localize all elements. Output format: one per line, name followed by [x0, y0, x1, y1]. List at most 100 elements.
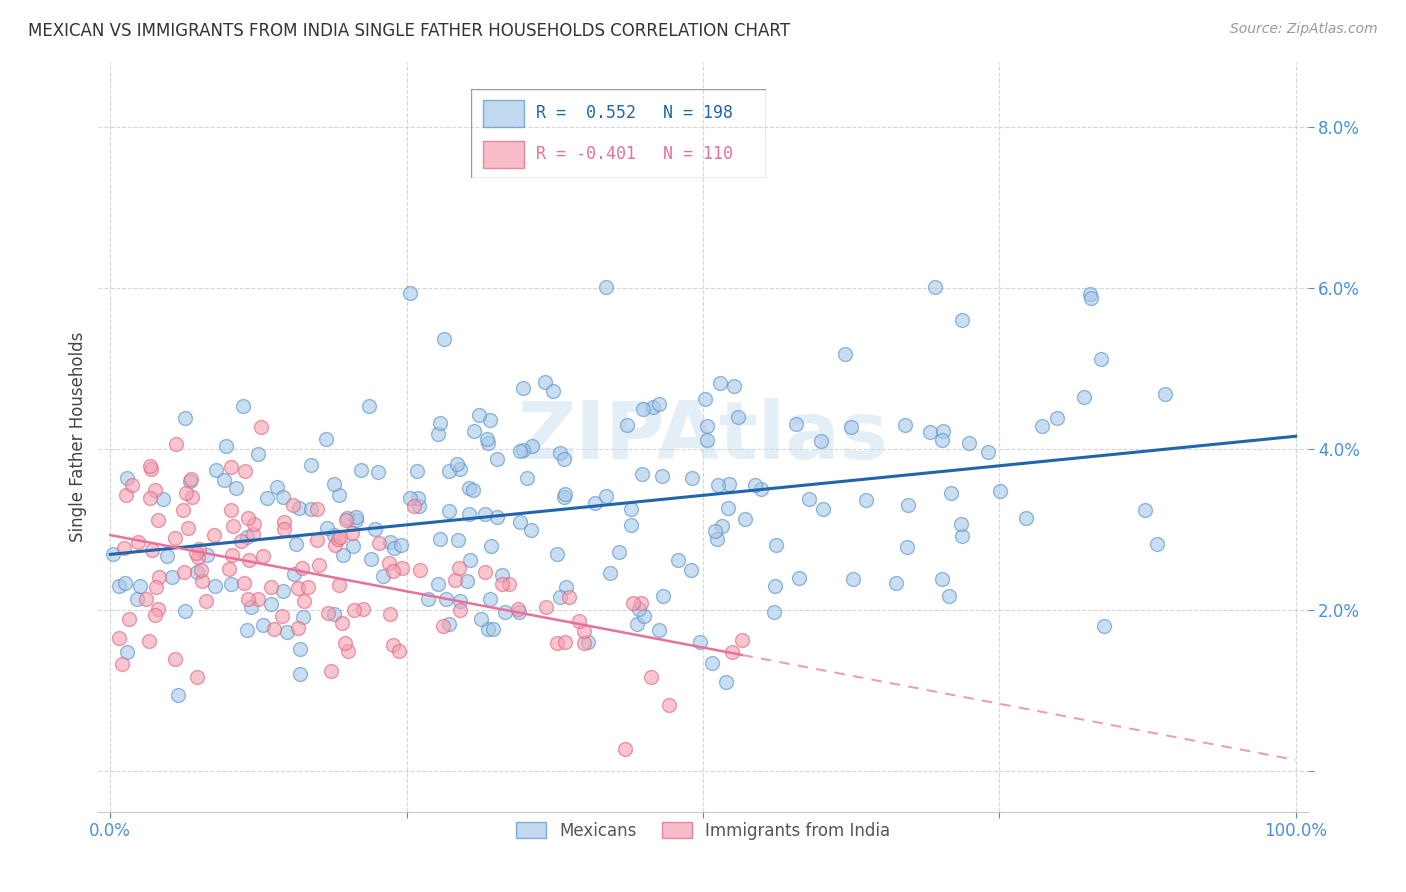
Point [205, 462, 228, 476]
Point [408, 563, 430, 577]
Point [326, 533, 349, 547]
Point [449, 462, 471, 476]
Point [121, 477, 143, 491]
Point [799, 492, 821, 507]
Point [259, 580, 281, 594]
Point [368, 536, 391, 550]
Point [118, 612, 141, 626]
Point [427, 576, 450, 591]
Point [152, 491, 174, 506]
Point [184, 546, 207, 560]
Point [950, 312, 973, 326]
Point [117, 645, 139, 659]
Point [718, 477, 741, 491]
Point [558, 591, 581, 605]
Point [520, 439, 543, 453]
Point [381, 564, 404, 578]
Point [811, 502, 834, 516]
Text: ZIPAtlas: ZIPAtlas [517, 398, 889, 476]
Point [225, 481, 247, 495]
Point [474, 565, 496, 579]
Point [509, 444, 531, 458]
Point [398, 491, 420, 505]
Point [299, 502, 322, 516]
Point [546, 547, 568, 561]
Point [214, 473, 236, 487]
Point [328, 488, 350, 502]
Point [322, 607, 344, 622]
Point [350, 463, 373, 477]
Text: Source: ZipAtlas.com: Source: ZipAtlas.com [1230, 22, 1378, 37]
Point [246, 592, 269, 607]
Point [146, 601, 169, 615]
Point [446, 457, 468, 471]
Point [204, 579, 226, 593]
Point [141, 542, 163, 557]
Point [344, 513, 367, 527]
Point [461, 483, 484, 497]
Point [173, 566, 195, 580]
Point [283, 498, 305, 512]
Point [271, 608, 294, 623]
Point [763, 579, 786, 593]
Point [706, 532, 728, 546]
Point [941, 486, 963, 500]
Bar [482, 141, 524, 168]
Point [834, 347, 856, 361]
Point [337, 644, 360, 658]
Point [475, 432, 498, 446]
Point [696, 433, 718, 447]
Point [360, 551, 382, 566]
Point [276, 625, 298, 640]
Point [896, 540, 918, 554]
Point [479, 413, 502, 427]
Point [744, 477, 766, 491]
Point [145, 580, 167, 594]
Point [470, 612, 492, 626]
Point [707, 478, 730, 492]
Point [165, 652, 187, 666]
Point [474, 507, 496, 521]
Point [765, 538, 787, 552]
Point [406, 491, 429, 505]
Point [893, 417, 915, 432]
Point [221, 502, 243, 516]
Point [292, 594, 315, 608]
Point [1080, 291, 1102, 305]
Point [439, 464, 461, 478]
Point [447, 533, 470, 547]
Point [290, 641, 312, 656]
Point [146, 513, 169, 527]
Point [174, 410, 197, 425]
Point [1146, 536, 1168, 550]
Point [950, 529, 973, 543]
Point [308, 558, 330, 573]
Point [924, 280, 946, 294]
Point [378, 556, 401, 570]
Point [957, 436, 980, 450]
Point [252, 549, 274, 564]
Point [842, 573, 865, 587]
Point [457, 507, 479, 521]
Point [449, 603, 471, 617]
Point [180, 472, 202, 486]
Point [238, 552, 260, 566]
Point [620, 501, 643, 516]
Point [695, 392, 717, 406]
Point [494, 605, 516, 619]
Point [180, 490, 202, 504]
Point [429, 532, 451, 546]
Point [283, 567, 305, 582]
Point [482, 622, 505, 636]
Point [107, 631, 129, 645]
Point [439, 504, 461, 518]
Point [371, 569, 394, 583]
Point [457, 481, 479, 495]
Point [160, 570, 183, 584]
Point [931, 433, 953, 447]
Point [319, 665, 342, 679]
Point [554, 487, 576, 501]
Legend: Mexicans, Immigrants from India: Mexicans, Immigrants from India [508, 814, 898, 848]
Point [1090, 351, 1112, 366]
Point [114, 576, 136, 591]
